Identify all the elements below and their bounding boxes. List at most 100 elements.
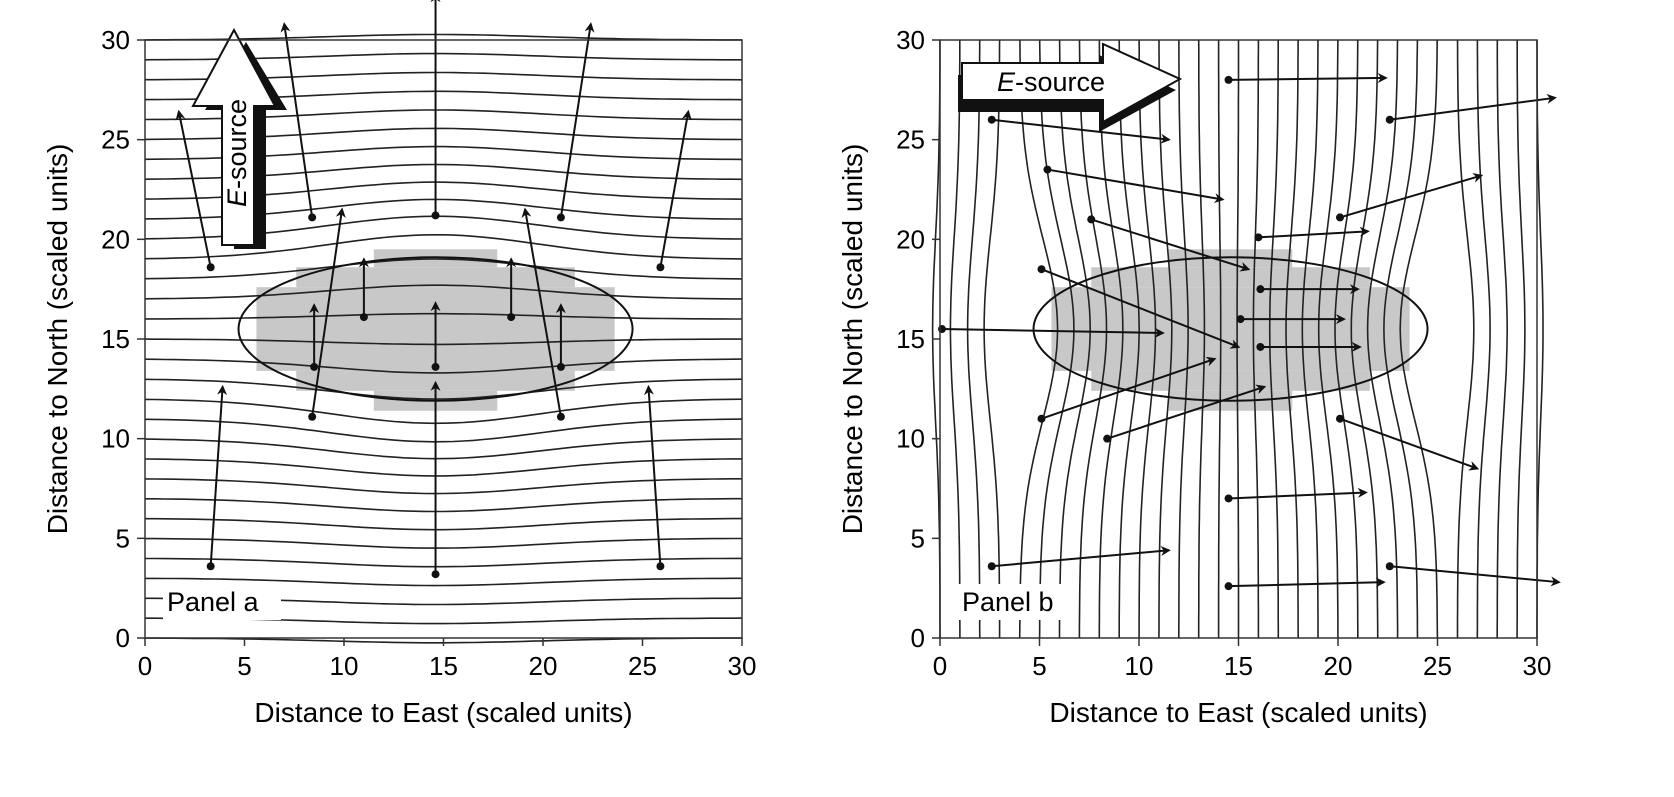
arrow-origin-dot [1087,215,1096,224]
field-line [1383,39,1419,639]
field-line [1058,39,1092,638]
field-line [144,398,743,425]
field-line [1334,40,1359,638]
current-arrow [1041,356,1217,420]
arrow-origin-dot [431,362,440,371]
axis-ticks: 0 5 10 15 20 25 30 0 5 10 15 20 25 30 [896,25,1551,681]
arrow-origin-dot [1256,285,1265,294]
e-source-arrow: E-source [191,27,287,249]
y-tick-label: 0 [116,623,130,653]
arrow-origin-dot [1224,75,1233,84]
field-line [1496,40,1509,638]
shading-block [1091,370,1370,391]
y-tick-label: 5 [116,523,130,553]
arrow-origin-dot [206,562,215,571]
arrow-origin-dot [1043,165,1052,174]
field-line [983,39,1001,638]
field-line [145,312,742,320]
field-line [1138,39,1157,638]
arrow-origin-dot [431,211,440,220]
panel-label-box [163,584,281,620]
field-line [1038,39,1075,639]
arrow-origin-dot [1037,414,1046,423]
field-line [144,284,742,300]
e-source-label: E-source [222,99,252,207]
field-line [1350,39,1379,638]
x-tick-label: 5 [237,651,251,681]
arrow-origin-dot [507,313,516,322]
x-tick-label: 0 [138,651,152,681]
current-arrow [644,384,662,567]
panel-a: E-source 0 5 10 15 20 25 30 0 5 10 15 20 25 30 Panel … [42,0,756,728]
x-tick-label: 30 [728,651,757,681]
anomaly-ellipse [1032,256,1429,402]
field-line [1078,39,1108,638]
arrow-body [191,27,277,246]
field-line [1236,40,1240,638]
field-line [144,234,743,260]
arrow-origin-dot [310,362,319,371]
current-arrow [559,22,595,218]
x-axis-label: Distance to East (scaled units) [1049,697,1427,728]
current-arrows [937,72,1561,591]
current-arrow [1389,93,1557,121]
field-line [1456,39,1475,638]
field-lines [931,39,1544,639]
y-tick-label: 25 [896,125,925,155]
shading-block [1051,287,1410,371]
current-arrow [1090,218,1251,272]
current-arrow [209,384,228,567]
y-axis-label: Distance to North (scaled units) [837,144,868,535]
current-arrow [991,118,1171,144]
field-line [1098,40,1124,638]
panel-label-box [958,584,1076,620]
x-tick-label: 30 [1523,651,1552,681]
shading-block [296,267,575,288]
arrow-origin-dot [937,325,946,334]
field-line [1366,39,1399,638]
y-tick-label: 0 [911,623,925,653]
current-arrow [1228,487,1368,500]
e-source-arrow: E-source [958,42,1183,132]
panel-label: Panel b [962,587,1054,617]
field-line [949,40,961,638]
field-line [1018,39,1059,639]
arrow-body [961,42,1183,124]
field-line [144,478,742,495]
arrow-origin-dot [431,570,440,579]
field-line [1301,39,1319,638]
current-arrow [1258,226,1370,239]
y-tick-label: 20 [101,224,130,254]
current-arrow [941,327,1165,338]
shading-block [1091,267,1370,288]
arrow-origin-dot [1335,213,1344,222]
arrow-origin-dot [1385,562,1394,571]
arrow-origin-dot [656,562,665,571]
x-tick-label: 25 [1423,651,1452,681]
field-line [144,358,743,374]
arrow-origin-dot [308,412,317,421]
current-arrow [1106,384,1267,440]
current-arrows [175,0,692,579]
x-tick-label: 0 [933,651,947,681]
arrow-origin-dot [1256,342,1265,351]
e-source-label: E-source [997,67,1105,97]
current-arrow [311,207,346,417]
arrow-origin-dot [656,263,665,272]
field-line [1197,39,1206,638]
field-line [144,378,743,400]
current-arrow [1041,268,1241,349]
arrow-origin-dot [556,362,565,371]
field-line [144,33,742,41]
arrow-origin-dot [1103,434,1112,443]
x-axis-label: Distance to East (scaled units) [254,697,632,728]
field-line [1317,39,1339,638]
field-line [1285,40,1299,639]
field-line [145,557,742,568]
x-tick-label: 10 [330,651,359,681]
field-line [966,40,981,639]
y-tick-label: 30 [101,25,130,55]
field-line [145,537,742,549]
field-line [1399,39,1439,639]
